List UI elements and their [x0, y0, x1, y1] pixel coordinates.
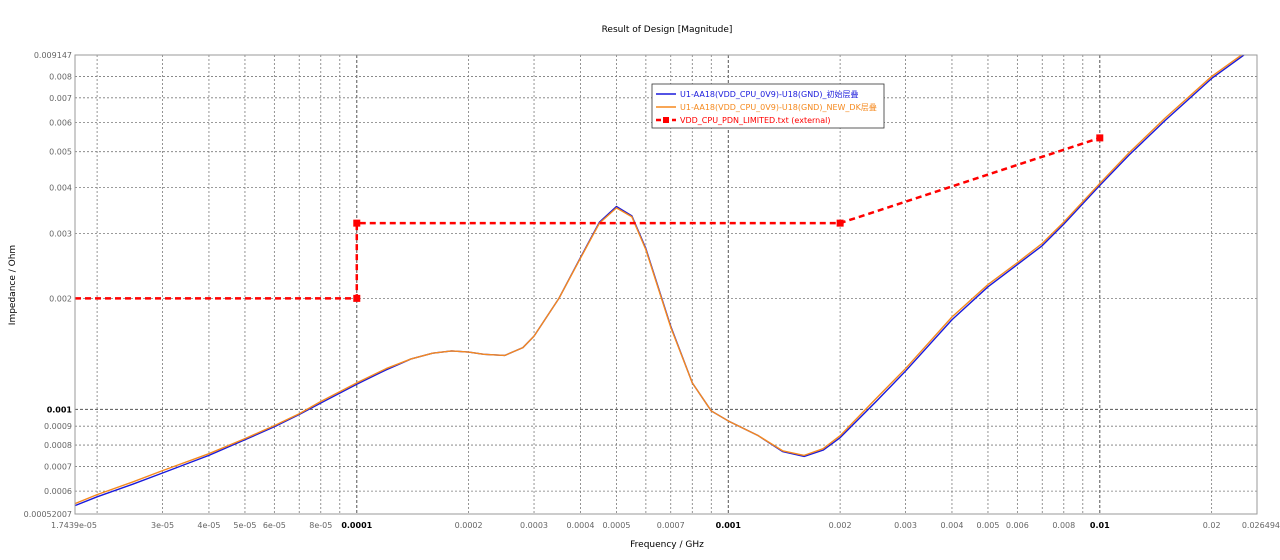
x-tick-label: 6e-05 [263, 521, 286, 530]
y-tick-label: 0.00052007 [24, 510, 72, 519]
plot-frame [74, 54, 1258, 515]
y-tick-label: 0.005 [49, 148, 72, 157]
x-tick-label: 3e-05 [151, 521, 174, 530]
series-marker [1096, 134, 1104, 142]
x-tick-label: 0.0001 [341, 521, 372, 530]
x-tick-label: 0.0007 [657, 521, 685, 530]
y-tick-label: 0.006 [49, 119, 72, 128]
series-marker [353, 294, 361, 302]
x-tick-label: 0.002 [829, 521, 852, 530]
x-tick-label: 5e-05 [233, 521, 256, 530]
series-marker [836, 219, 844, 227]
y-tick-label: 0.001 [47, 405, 73, 414]
x-tick-label: 0.026494 [1242, 521, 1280, 530]
legend-entry-2[interactable]: U1-AA18(VDD_CPU_0V9)-U18(GND)_NEW_DK层叠 [680, 103, 877, 112]
y-axis-label: Impedance / Ohm [8, 245, 18, 325]
y-tick-label: 0.0006 [44, 487, 72, 496]
legend-entry-1[interactable]: U1-AA18(VDD_CPU_0V9)-U18(GND)_初始层叠 [680, 89, 858, 99]
grid-layer [75, 55, 1257, 514]
series-line-2 [75, 55, 1243, 505]
y-tick-label: 0.009147 [34, 51, 72, 60]
legend-box [651, 83, 885, 129]
legend-entry-3[interactable]: VDD_CPU_PDN_LIMITED.txt (external) [680, 116, 830, 125]
x-tick-label: 4e-05 [197, 521, 220, 530]
legend[interactable]: U1-AA18(VDD_CPU_0V9)-U18(GND)_初始层叠 U1-AA1… [651, 83, 885, 129]
x-tick-label: 0.001 [716, 521, 742, 530]
x-tick-label: 8e-05 [309, 521, 332, 530]
x-tick-label: 0.01 [1090, 521, 1110, 530]
y-tick-label: 0.0009 [44, 422, 72, 431]
x-tick-label: 0.0003 [520, 521, 548, 530]
x-axis-label: Frequency / GHz [630, 540, 704, 550]
y-tick-label: 0.004 [49, 183, 72, 192]
series-line-1 [75, 55, 1246, 507]
x-tick-label: 0.004 [941, 521, 964, 530]
x-tick-label: 0.0002 [455, 521, 483, 530]
x-tick-label: 0.008 [1052, 521, 1075, 530]
y-tick-label: 0.0008 [44, 441, 72, 450]
y-tick-label: 0.007 [49, 94, 72, 103]
x-tick-label: 1.7439e-05 [51, 521, 97, 530]
series-line-3 [75, 136, 1101, 300]
x-tick-label: 0.005 [977, 521, 1000, 530]
tick-layer: 1.7439e-05 3e-05 4e-05 5e-05 6e-05 8e-05 0.000… [24, 51, 1280, 530]
x-tick-label: 0.0004 [566, 521, 594, 530]
chart-title: Result of Design [Magnitude] [602, 25, 733, 35]
y-tick-label: 0.003 [49, 229, 72, 238]
x-tick-label: 0.02 [1203, 521, 1221, 530]
x-tick-label: 0.003 [894, 521, 917, 530]
x-tick-label: 0.0005 [602, 521, 630, 530]
y-tick-label: 0.0007 [44, 462, 72, 471]
series-marker [353, 219, 361, 227]
y-tick-label: 0.002 [49, 294, 72, 303]
x-tick-label: 0.006 [1006, 521, 1029, 530]
y-tick-label: 0.008 [49, 72, 72, 81]
series-layer [75, 55, 1246, 507]
legend-marker [663, 117, 669, 123]
